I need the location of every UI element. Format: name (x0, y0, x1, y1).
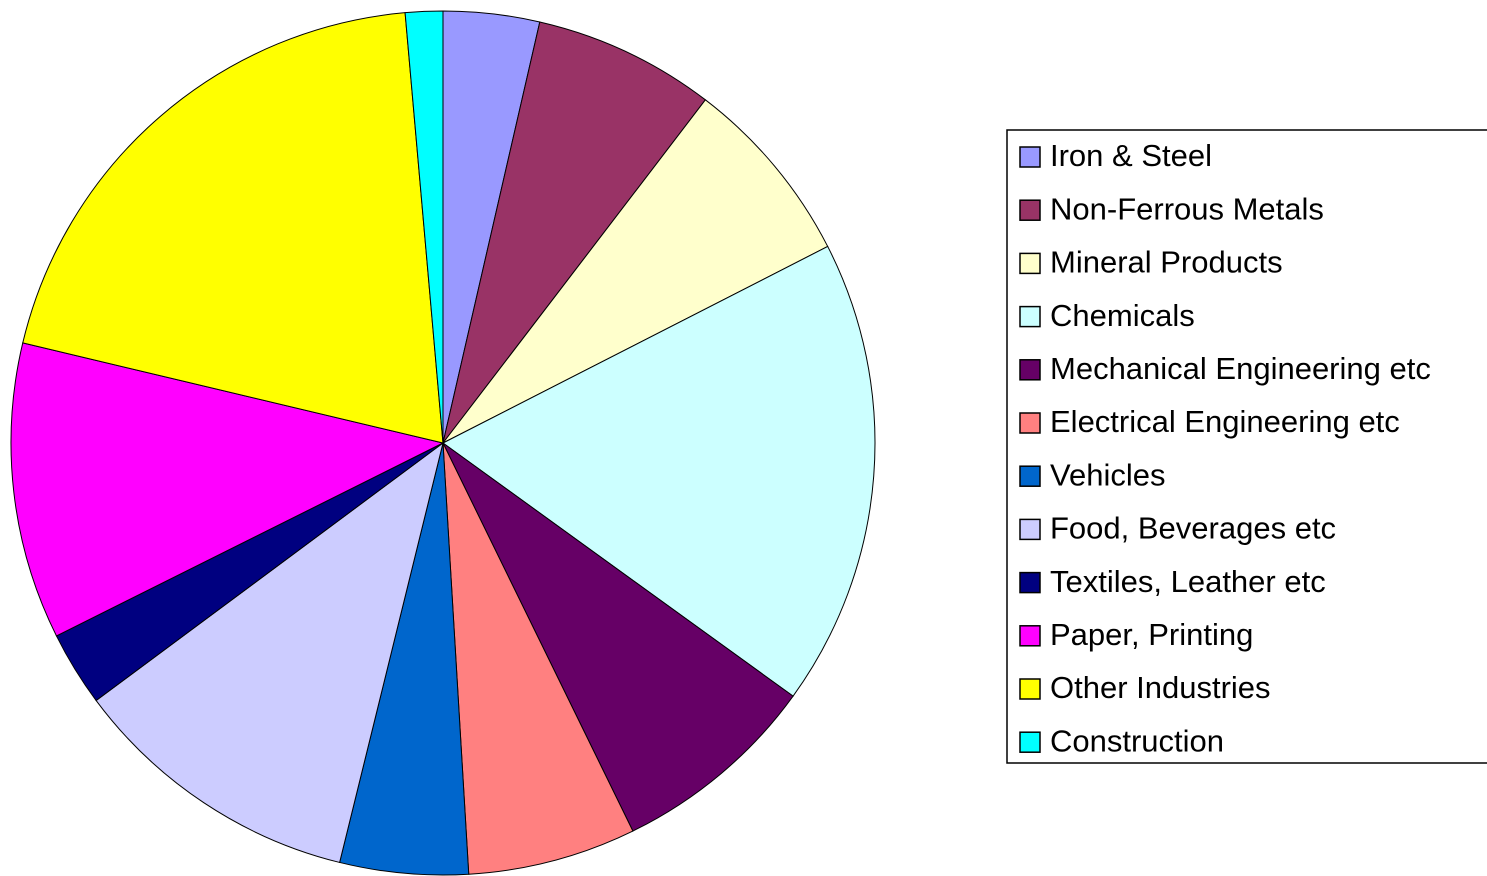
legend-label: Iron & Steel (1050, 138, 1212, 173)
pie-slice (442, 99, 829, 444)
legend-label: Food, Beverages etc (1050, 511, 1336, 546)
legend-label: Vehicles (1050, 457, 1165, 492)
pie-slice (95, 441, 444, 864)
legend-label: Paper, Printing (1050, 617, 1253, 652)
legend: Iron & Steel Non-Ferrous Metals Mineral Pr… (1019, 138, 1431, 758)
pie-slice (442, 245, 876, 697)
legend-swatch (1019, 465, 1041, 487)
legend-swatch (1019, 412, 1041, 434)
legend-label: Mineral Products (1050, 245, 1283, 280)
legend-swatch (1019, 146, 1041, 168)
pie-slice (442, 442, 794, 832)
legend-label: Mechanical Engineering etc (1050, 351, 1431, 386)
legend-swatch (1019, 678, 1041, 700)
pie-slice (22, 12, 444, 444)
legend-label: Electrical Engineering etc (1050, 404, 1400, 439)
pie-slice (442, 442, 634, 875)
legend-label: Construction (1050, 723, 1224, 758)
pie-slice (10, 342, 445, 637)
legend-swatch (1019, 305, 1041, 328)
legend-box (1006, 129, 1487, 764)
pie (10, 10, 876, 876)
legend-swatch (1019, 731, 1041, 753)
legend-swatch (1019, 518, 1041, 541)
legend-label: Textiles, Leather etc (1050, 564, 1326, 599)
legend-swatch (1019, 571, 1041, 594)
legend-swatch (1019, 625, 1041, 647)
legend-swatch (1019, 199, 1041, 221)
legend-label: Chemicals (1050, 298, 1195, 333)
legend-label: Non-Ferrous Metals (1050, 191, 1324, 226)
legend-swatch (1019, 252, 1041, 275)
pie-slice (404, 10, 444, 444)
legend-label: Other Industries (1050, 670, 1271, 705)
legend-swatch (1019, 359, 1041, 381)
pie-slice (442, 21, 707, 444)
